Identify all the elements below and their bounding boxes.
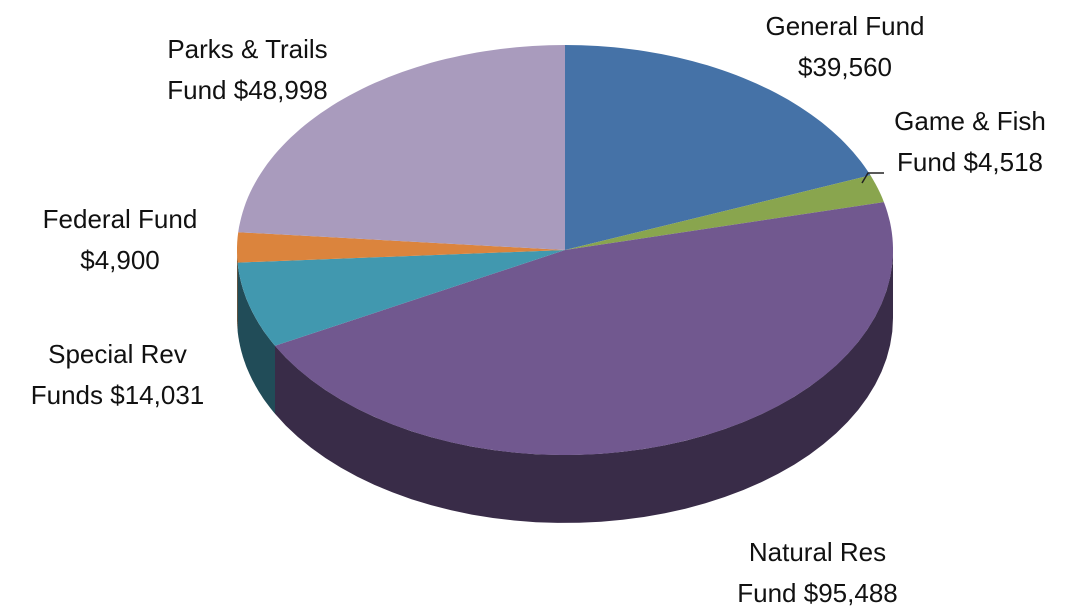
slice bbox=[565, 45, 871, 250]
slice-side bbox=[237, 250, 238, 331]
value-label: $95,488 bbox=[803, 578, 898, 608]
slice-label: Parks & Trails Fund $48,998 bbox=[150, 29, 345, 111]
category-label: Special Rev Funds bbox=[30, 339, 187, 410]
slice bbox=[238, 45, 565, 250]
category-label: Game & Fish Fund bbox=[894, 106, 1046, 177]
slice-label: Natural Res Fund $95,488 bbox=[735, 532, 900, 614]
slice bbox=[565, 175, 884, 250]
slice bbox=[275, 202, 893, 455]
slice-side bbox=[275, 250, 893, 523]
slice-label: Federal Fund $4,900 bbox=[25, 199, 215, 281]
value-label: $14,031 bbox=[110, 380, 205, 410]
value-label: $48,998 bbox=[233, 75, 328, 105]
value-label: $4,518 bbox=[963, 147, 1044, 177]
value-label: $39,560 bbox=[798, 52, 892, 82]
slice bbox=[237, 250, 565, 346]
slice-label: Special Rev Funds $14,031 bbox=[25, 334, 210, 416]
slice bbox=[237, 232, 565, 263]
category-label: Federal Fund bbox=[42, 204, 198, 234]
slice-label: General Fund $39,560 bbox=[745, 6, 945, 88]
slice-side bbox=[237, 262, 275, 414]
value-label: $4,900 bbox=[80, 245, 160, 275]
category-label: Parks & Trails Fund bbox=[167, 34, 328, 105]
category-label: Natural Res Fund bbox=[737, 537, 887, 608]
category-label: General Fund bbox=[765, 11, 925, 41]
leader-line bbox=[861, 172, 884, 184]
slice-label: Game & Fish Fund $4,518 bbox=[885, 101, 1055, 183]
